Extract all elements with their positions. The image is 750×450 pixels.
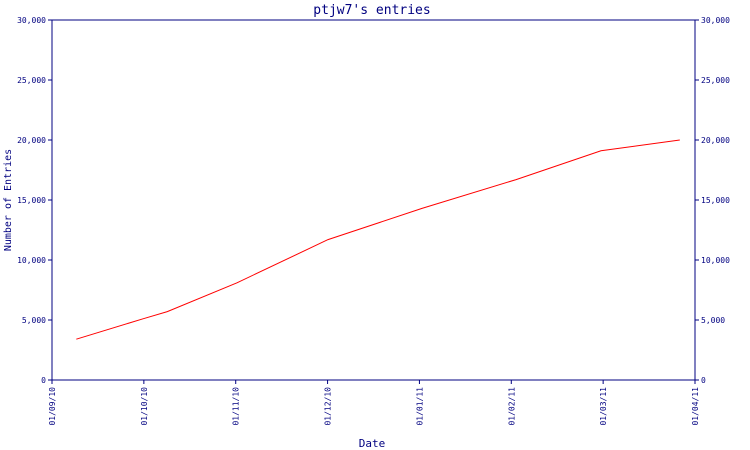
x-tick-label: 01/04/11: [691, 387, 700, 426]
x-tick-label: 01/09/10: [48, 387, 57, 426]
x-axis-label: Date: [359, 437, 386, 450]
y-tick-label-right: 15,000: [701, 196, 730, 205]
plot-frame: [51, 19, 696, 381]
y-tick-label-left: 20,000: [17, 136, 46, 145]
y-tick-label-left: 10,000: [17, 256, 46, 265]
x-tick-label: 01/12/10: [324, 387, 333, 426]
y-tick-label-right: 20,000: [701, 136, 730, 145]
x-tick-label: 01/01/11: [415, 387, 424, 426]
y-tick-label-left: 30,000: [17, 16, 46, 25]
y-tick-label-right: 30,000: [701, 16, 730, 25]
chart-title: ptjw7's entries: [313, 3, 430, 18]
x-axis: 01/09/10 01/10/10 01/11/10 01/12/10 01/01/11…: [48, 380, 700, 426]
x-tick-label: 01/03/11: [599, 387, 608, 426]
x-tick-label: 01/11/10: [232, 387, 241, 426]
y-tick-label-left: 5,000: [22, 316, 46, 325]
y-tick-label-right: 5,000: [701, 316, 725, 325]
y-tick-label-right: 0: [701, 376, 706, 385]
y-tick-label-right: 25,000: [701, 76, 730, 85]
x-tick-label: 01/02/11: [507, 387, 516, 426]
y-axis-label: Number of Entries: [3, 149, 14, 251]
y-tick-label-left: 0: [41, 376, 46, 385]
y-axis-right: 0 5,000 10,000 15,000 20,000 25,000 30,000: [695, 16, 730, 385]
y-axis-left: 0 5,000 10,000 15,000 20,000 25,000 30,000: [17, 16, 52, 385]
x-tick-label: 01/10/10: [140, 387, 149, 426]
series-line: [76, 139, 680, 340]
series-layer: [76, 139, 680, 340]
y-tick-label-right: 10,000: [701, 256, 730, 265]
y-tick-label-left: 15,000: [17, 196, 46, 205]
y-tick-label-left: 25,000: [17, 76, 46, 85]
